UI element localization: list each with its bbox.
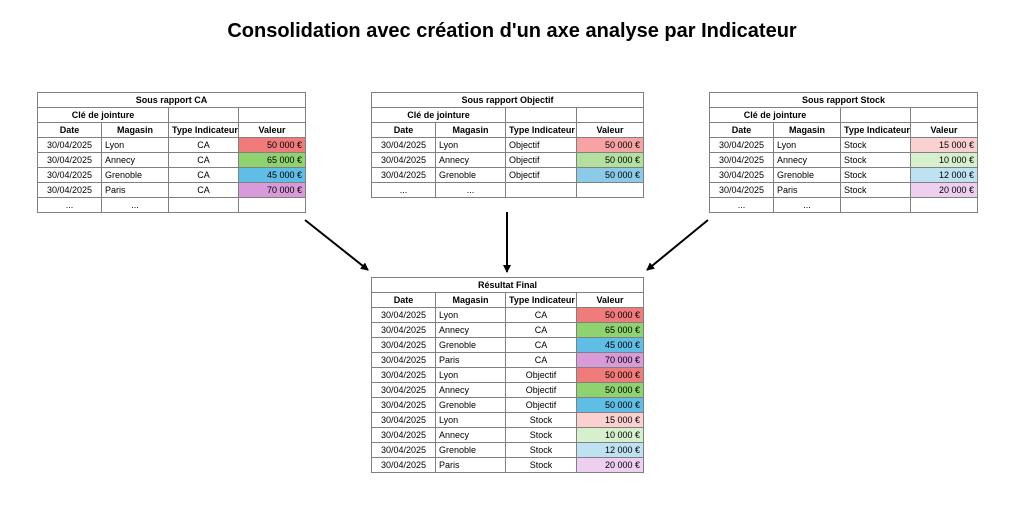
table-sous-rapport-ca: Sous rapport CA Clé de jointure Date Mag… — [36, 92, 307, 213]
ellipsis: ... — [709, 197, 774, 213]
cell-valeur: 50 000 € — [575, 137, 645, 153]
table-row: 30/04/2025 Grenoble Stock 12 000 € — [709, 167, 979, 183]
table-row: 30/04/2025 Annecy Stock 10 000 € — [371, 427, 645, 443]
arrow-stock-to-final — [646, 219, 709, 271]
arrow-ca-to-final — [304, 219, 369, 271]
cell-valeur: 70 000 € — [575, 352, 645, 368]
cell-valeur: 45 000 € — [575, 337, 645, 353]
ellipsis: ... — [371, 182, 436, 198]
table-row: 30/04/2025 Lyon CA 50 000 € — [37, 137, 307, 153]
table-row-ellipsis: ... ... — [37, 197, 307, 213]
table-row: 30/04/2025 Lyon CA 50 000 € — [371, 307, 645, 323]
table-row-ellipsis: ... ... — [371, 182, 645, 198]
table-row: 30/04/2025 Paris Stock 20 000 € — [371, 457, 645, 473]
table-row: 30/04/2025 Paris CA 70 000 € — [371, 352, 645, 368]
page-title: Consolidation avec création d'un axe ana… — [227, 20, 797, 42]
table-row: 30/04/2025 Lyon Objectif 50 000 € — [371, 367, 645, 383]
cell-valeur: 50 000 € — [575, 397, 645, 413]
table-resultat-final: Résultat Final Date Magasin Type Indicat… — [370, 277, 645, 473]
table-row: 30/04/2025 Grenoble Objectif 50 000 € — [371, 167, 645, 183]
cell-valeur: 50 000 € — [575, 307, 645, 323]
table-row: 30/04/2025 Paris Stock 20 000 € — [709, 182, 979, 198]
cell-valeur: 15 000 € — [909, 137, 979, 153]
cell-valeur: 65 000 € — [237, 152, 307, 168]
cell-valeur: 12 000 € — [909, 167, 979, 183]
cell-type: Stock — [505, 457, 577, 473]
table-row: 30/04/2025 Annecy CA 65 000 € — [371, 322, 645, 338]
table-sous-rapport-stock: Sous rapport Stock Clé de jointure Date … — [708, 92, 979, 213]
cell-valeur: 50 000 € — [575, 167, 645, 183]
ellipsis: ... — [101, 197, 169, 213]
table-row-ellipsis: ... ... — [709, 197, 979, 213]
table-row: 30/04/2025 Lyon Stock 15 000 € — [709, 137, 979, 153]
table-row: 30/04/2025 Grenoble Stock 12 000 € — [371, 442, 645, 458]
cell-valeur: 20 000 € — [575, 457, 645, 473]
cell-valeur: 70 000 € — [237, 182, 307, 198]
table-row: 30/04/2025 Grenoble CA 45 000 € — [371, 337, 645, 353]
cell-valeur: 10 000 € — [575, 427, 645, 443]
cell-valeur: 10 000 € — [909, 152, 979, 168]
table-sous-rapport-objectif: Sous rapport Objectif Clé de jointure Da… — [370, 92, 645, 198]
cell-valeur: 50 000 € — [237, 137, 307, 153]
cell-valeur: 20 000 € — [909, 182, 979, 198]
ellipsis: ... — [773, 197, 841, 213]
table-row: 30/04/2025 Grenoble Objectif 50 000 € — [371, 397, 645, 413]
cell-valeur: 65 000 € — [575, 322, 645, 338]
